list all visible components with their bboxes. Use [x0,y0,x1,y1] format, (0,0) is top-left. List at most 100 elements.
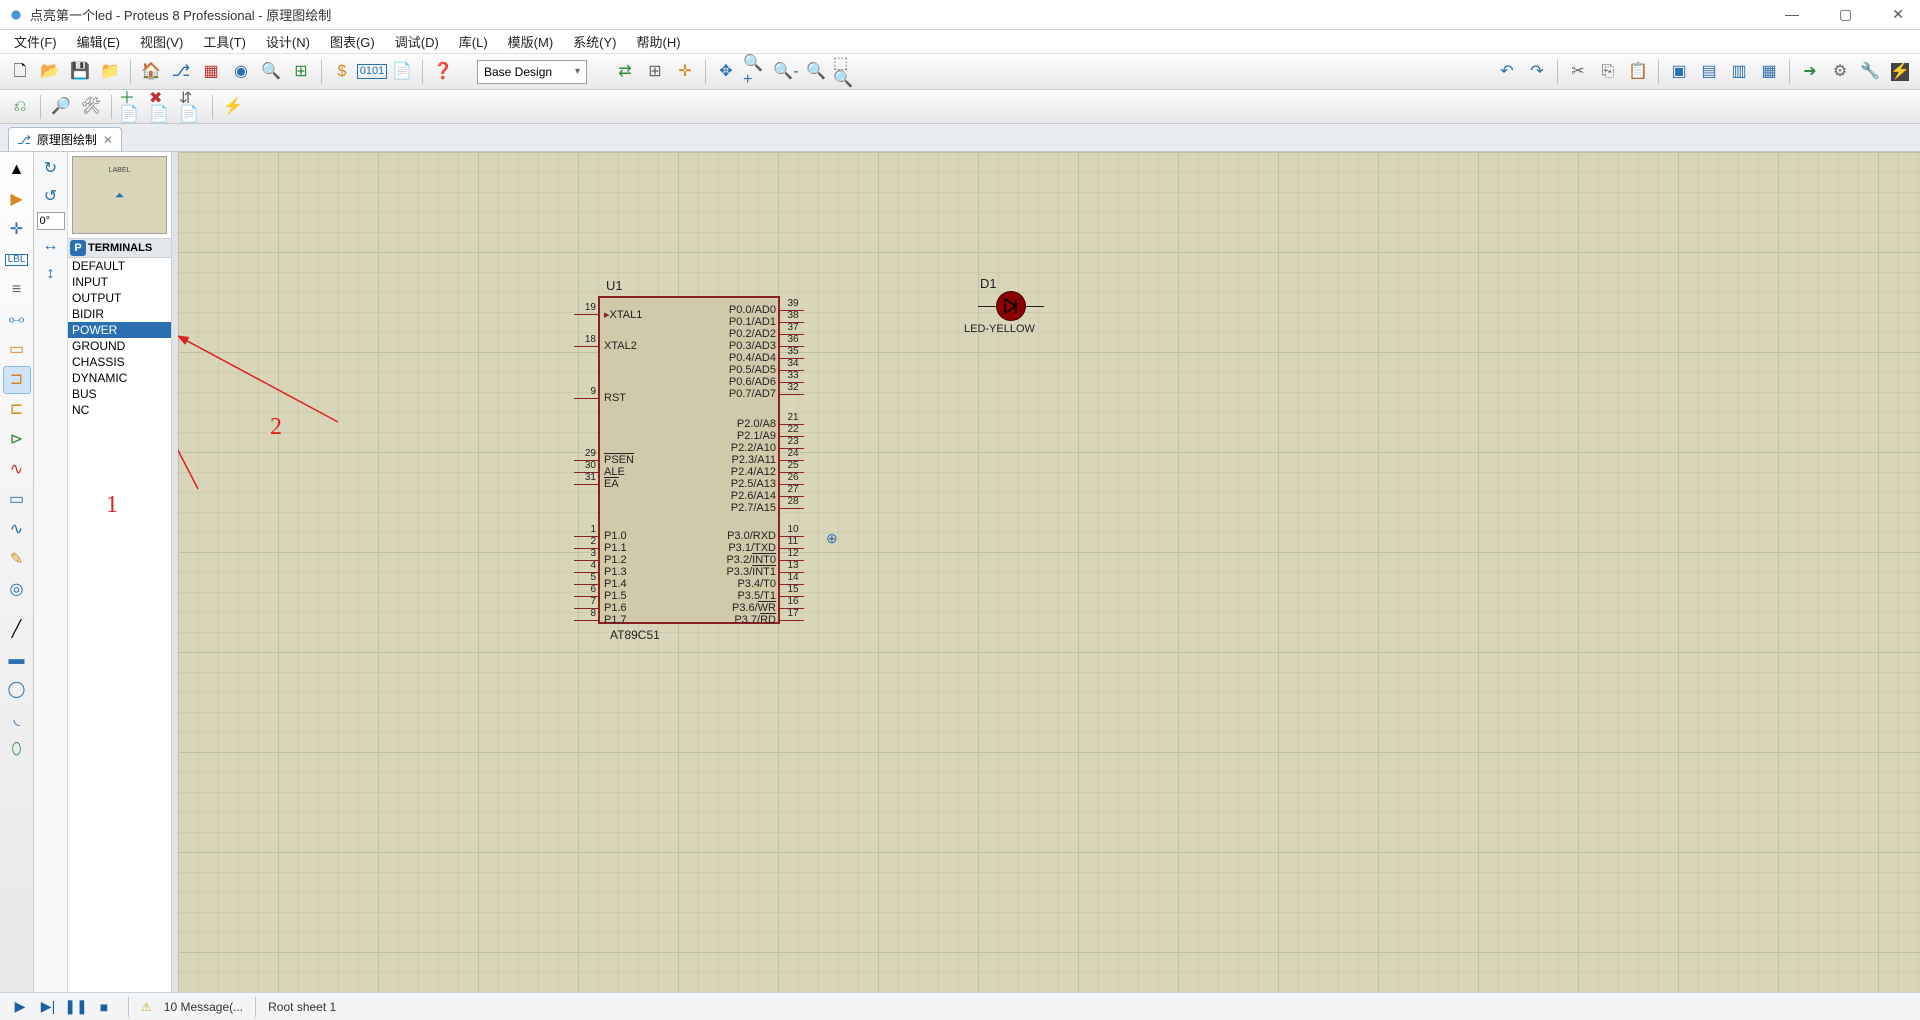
list-item[interactable]: INPUT [68,274,171,290]
pick-button[interactable]: ➜ [1796,58,1824,86]
box-2d-button[interactable]: ▬ [3,646,31,674]
open-button[interactable]: 📂 [36,58,64,86]
list-item[interactable]: CHASSIS [68,354,171,370]
gerber-button[interactable]: 🔍 [257,58,285,86]
sheet-nav-button[interactable]: ⇵📄 [178,93,206,121]
report-button[interactable]: 📄 [388,58,416,86]
bus-mode-button[interactable]: ⧟ [3,306,31,334]
zoomout-button[interactable]: 🔍- [772,58,800,86]
tool-b-button[interactable]: ⚡ [1886,58,1914,86]
design-explorer-button[interactable]: ⊞ [287,58,315,86]
menu-debug[interactable]: 调试(D) [387,30,447,53]
probe-v-button[interactable]: ∿ [3,516,31,544]
p-badge[interactable]: P [70,240,86,256]
close-project-button[interactable]: 📁 [96,58,124,86]
tab-close-icon[interactable]: ✕ [103,133,113,147]
list-item[interactable]: OUTPUT [68,290,171,306]
block-delete-button[interactable]: ▦ [1755,58,1783,86]
tool-a-button[interactable]: 🔧 [1856,58,1884,86]
schematic-button[interactable]: ⎇ [167,58,195,86]
bom-button[interactable]: $ [328,58,356,86]
minimize-button[interactable]: — [1777,4,1807,25]
transfer-button[interactable]: ⇄ [611,58,639,86]
zoomarea-button[interactable]: ⬚🔍 [832,58,860,86]
help-button[interactable]: ❓ [429,58,457,86]
generator-mode-button[interactable]: ▭ [3,486,31,514]
menu-help[interactable]: 帮助(H) [629,30,689,53]
menu-library[interactable]: 库(L) [451,30,496,53]
undo-button[interactable]: ↶ [1493,58,1521,86]
text-mode-button[interactable]: ≡ [3,276,31,304]
block-move-button[interactable]: ▤ [1695,58,1723,86]
rotate-cw-button[interactable]: ↻ [39,156,63,180]
menu-view[interactable]: 视图(V) [132,30,191,53]
sheet-del-button[interactable]: ✖📄 [148,93,176,121]
copy-button[interactable]: ⎘ [1594,58,1622,86]
subcircuit-mode-button[interactable]: ▭ [3,336,31,364]
path-2d-button[interactable]: ⬯ [3,736,31,764]
list-item[interactable]: DEFAULT [68,258,171,274]
pin-mode-button[interactable]: ⊏ [3,396,31,424]
origin-button[interactable]: ✛ [671,58,699,86]
label-mode-button[interactable]: LBL [3,246,31,274]
list-item[interactable]: POWER [68,322,171,338]
zoomin-button[interactable]: 🔍+ [742,58,770,86]
3d-button[interactable]: ◉ [227,58,255,86]
list-item[interactable]: NC [68,402,171,418]
tab-schematic[interactable]: ⎇ 原理图绘制 ✕ [8,127,122,151]
maximize-button[interactable]: ▢ [1831,4,1860,25]
sim-stop-button[interactable]: ■ [92,997,116,1017]
probe-i-button[interactable]: ✎ [3,546,31,574]
terminal-list[interactable]: DEFAULTINPUTOUTPUTBIDIRPOWERGROUNDCHASSI… [68,258,171,992]
mirror-v-button[interactable]: ↕ [39,262,63,286]
cut-button[interactable]: ✂ [1564,58,1592,86]
save-button[interactable]: 💾 [66,58,94,86]
circle-2d-button[interactable]: ◯ [3,676,31,704]
graph-mode-button[interactable]: ⊳ [3,426,31,454]
close-button[interactable]: ✕ [1884,4,1912,25]
menu-file[interactable]: 文件(F) [6,30,65,53]
rotate-ccw-button[interactable]: ↺ [39,184,63,208]
sim-pause-button[interactable]: ❚❚ [64,997,88,1017]
component-mode-button[interactable]: ▶ [3,186,31,214]
grid-button[interactable]: ⊞ [641,58,669,86]
schematic-canvas[interactable]: U1AT89C5119▸XTAL118XTAL29RST29PSEN30ALE3… [178,152,1920,992]
find-button[interactable]: 🔎 [47,93,75,121]
home-button[interactable]: 🏠 [137,58,165,86]
component-d1[interactable]: D1 LED-YELLOW [978,276,1049,333]
net-button[interactable]: ⎌ [6,93,34,121]
menu-template[interactable]: 模版(M) [500,30,562,53]
menu-tools[interactable]: 工具(T) [195,30,254,53]
redo-button[interactable]: ↷ [1523,58,1551,86]
messages-text[interactable]: 10 Message(... [164,1000,243,1014]
arc-2d-button[interactable]: ◟ [3,706,31,734]
design-variant-combo[interactable]: Base Design [477,60,587,84]
property-button[interactable]: 🛠 [77,93,105,121]
block-copy-button[interactable]: ▣ [1665,58,1693,86]
list-item[interactable]: DYNAMIC [68,370,171,386]
menu-chart[interactable]: 图表(G) [322,30,383,53]
run-button[interactable]: ⚡ [219,93,247,121]
terminal-mode-button[interactable]: ⊐ [3,366,31,394]
rotation-angle-input[interactable] [37,212,65,230]
sim-step-button[interactable]: ▶| [36,997,60,1017]
tape-mode-button[interactable]: ∿ [3,456,31,484]
junction-mode-button[interactable]: ✛ [3,216,31,244]
instrument-mode-button[interactable]: ◎ [3,576,31,604]
wire-button[interactable]: ⚙ [1826,58,1854,86]
block-rotate-button[interactable]: ▥ [1725,58,1753,86]
mirror-h-button[interactable]: ↔ [39,234,63,258]
sheet-add-button[interactable]: ＋📄 [118,93,146,121]
menu-design[interactable]: 设计(N) [258,30,318,53]
selection-mode-button[interactable]: ▲ [3,156,31,184]
list-item[interactable]: GROUND [68,338,171,354]
pan-button[interactable]: ✥ [712,58,740,86]
paste-button[interactable]: 📋 [1624,58,1652,86]
code-button[interactable]: 0101 [358,58,386,86]
sim-play-button[interactable]: ▶ [8,997,32,1017]
menu-system[interactable]: 系统(Y) [565,30,624,53]
list-item[interactable]: BUS [68,386,171,402]
list-item[interactable]: BIDIR [68,306,171,322]
pcb-button[interactable]: ▦ [197,58,225,86]
line-2d-button[interactable]: ╱ [3,616,31,644]
